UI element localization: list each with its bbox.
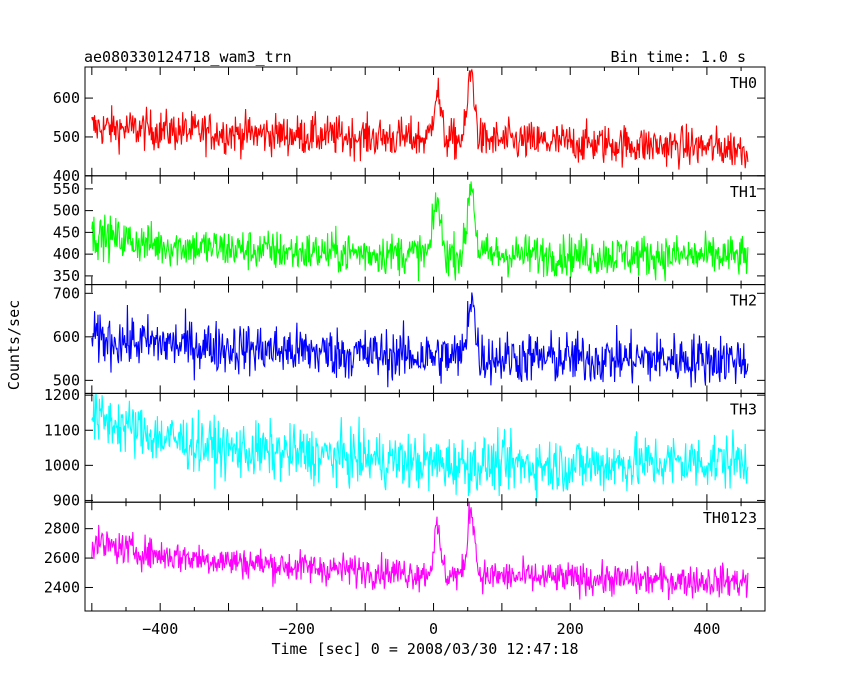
x-tick-label: −200 <box>279 620 315 638</box>
panel-stack: 400 500 600 TH0 350 400 450 500 550 TH1 500 600 700 T… <box>44 66 766 612</box>
y-axis-label: Counts/sec <box>5 300 23 390</box>
y-tick-label: 900 <box>53 491 80 509</box>
x-axis: −400 −200 0 200 400 <box>142 620 720 638</box>
series-line-th0123 <box>91 502 749 601</box>
y-tick-label: 450 <box>53 223 80 241</box>
y-tick-label: 400 <box>53 167 80 185</box>
y-tick-label: 1200 <box>44 386 80 404</box>
y-tick-label: 500 <box>53 202 80 220</box>
panel-label-th2: TH2 <box>730 292 757 310</box>
series-line-th0 <box>91 68 749 170</box>
series-line-th2 <box>91 292 749 388</box>
y-tick-label: 2800 <box>44 520 80 538</box>
x-tick-label: 400 <box>693 620 720 638</box>
panel-label-th0123: TH0123 <box>703 509 757 527</box>
x-tick-label: −400 <box>142 620 178 638</box>
chart-title: ae080330124718_wam3_trn <box>84 48 292 66</box>
panel-label-th1: TH1 <box>730 183 757 201</box>
panel-frame <box>84 66 766 177</box>
panel-frame <box>84 501 766 612</box>
y-tick-label: 600 <box>53 89 80 107</box>
y-tick-label: 2600 <box>44 549 80 567</box>
y-tick-label: 700 <box>53 284 80 302</box>
y-tick-label: 1100 <box>44 421 80 439</box>
bin-time-label: Bin time: 1.0 s <box>611 48 746 66</box>
x-tick-label: 0 <box>429 620 438 638</box>
panel-th2: 500 600 700 TH2 <box>53 284 766 394</box>
y-tick-label: 1000 <box>44 456 80 474</box>
panel-label-th3: TH3 <box>730 400 757 418</box>
panel-th3: 900 1000 1100 1200 TH3 <box>44 386 766 509</box>
panel-th1: 350 400 450 500 550 TH1 <box>53 175 766 286</box>
series-line-th1 <box>91 181 749 282</box>
y-tick-label: 400 <box>53 245 80 263</box>
y-tick-label: 550 <box>53 180 80 198</box>
panel-label-th0: TH0 <box>730 74 757 92</box>
x-axis-label: Time [sec] 0 = 2008/03/30 12:47:18 <box>271 640 578 658</box>
x-tick-label: 200 <box>557 620 584 638</box>
panel-th0123: 2400 2600 2800 TH0123 <box>44 501 766 612</box>
y-tick-label: 2400 <box>44 578 80 596</box>
y-tick-label: 500 <box>53 128 80 146</box>
series-line-th3 <box>91 393 749 502</box>
panel-th0: 400 500 600 TH0 <box>53 66 766 185</box>
y-tick-label: 600 <box>53 328 80 346</box>
y-tick-label: 350 <box>53 267 80 285</box>
y-tick-label: 500 <box>53 371 80 389</box>
